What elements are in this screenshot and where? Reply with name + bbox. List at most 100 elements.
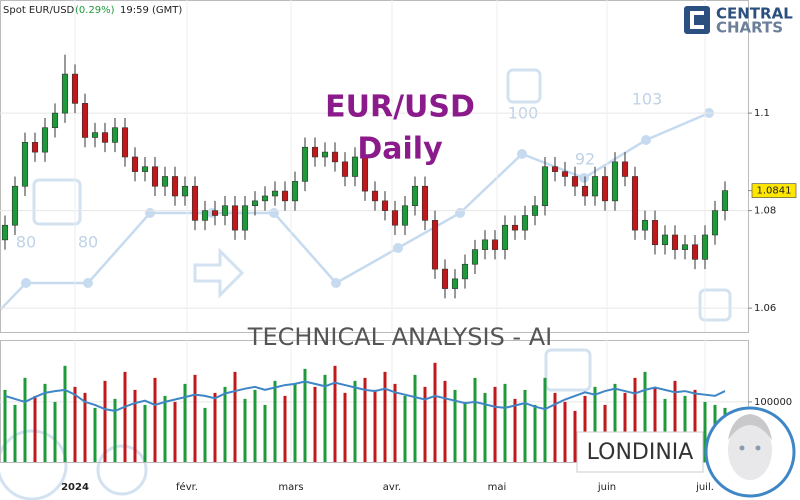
volume-average — [4, 380, 726, 412]
volume-bar — [173, 401, 177, 462]
volume-bar — [483, 392, 487, 462]
volume-bar — [423, 386, 427, 462]
brand-logo — [684, 6, 710, 34]
candle-body — [521, 215, 529, 231]
partner-name: LONDINIA — [587, 440, 694, 465]
candle-body — [41, 127, 49, 153]
candle-body — [491, 239, 499, 250]
volume-bar — [393, 383, 397, 462]
candle-body — [301, 146, 309, 182]
candle-body — [411, 185, 419, 207]
volume-bar — [613, 383, 617, 462]
candle-body — [131, 156, 139, 172]
candle-body — [331, 151, 339, 163]
candle-body — [481, 239, 489, 250]
volume-bar — [533, 404, 537, 462]
watermark-title: EUR/USD — [325, 90, 475, 125]
volume-bar — [663, 398, 667, 462]
candle-body — [31, 142, 39, 153]
volume-bar — [93, 407, 97, 462]
candle-body — [531, 205, 539, 216]
volume-bar — [243, 398, 247, 462]
volume-bar — [643, 371, 647, 462]
volume-bar — [433, 362, 437, 462]
candle-body — [241, 205, 249, 231]
candle-body — [151, 166, 159, 187]
candle-body — [431, 220, 439, 270]
candle-body — [721, 190, 729, 211]
candle-body — [511, 224, 519, 231]
candle-body — [701, 234, 709, 260]
candle-body — [651, 220, 659, 246]
volume-bar — [43, 383, 47, 462]
candle-body — [361, 156, 369, 192]
candle-body — [191, 185, 199, 221]
candle-body — [171, 176, 179, 197]
candle-body — [21, 142, 29, 187]
candle-body — [611, 161, 619, 202]
candle-body — [441, 268, 449, 289]
volume-bar — [573, 410, 577, 462]
x-tick-label: mai — [488, 482, 507, 493]
candle-body — [251, 200, 259, 207]
candle-body — [231, 205, 239, 231]
volume-bar — [83, 392, 87, 462]
y-tick-label: 1.06 — [754, 303, 776, 314]
x-tick-label: avr. — [383, 482, 401, 493]
last-price-box — [751, 183, 797, 198]
volume-bar — [233, 371, 237, 462]
candle-body — [601, 176, 609, 202]
candle-body — [71, 73, 79, 104]
candle-body — [691, 244, 699, 260]
candle-body — [111, 127, 119, 143]
candle-body — [551, 166, 559, 172]
candle-body — [101, 132, 109, 143]
candle-body — [401, 205, 409, 226]
volume-bar — [453, 389, 457, 462]
candle-body — [671, 234, 679, 250]
volume-bar — [253, 389, 257, 462]
x-tick-label: juin — [597, 482, 616, 493]
candle-body — [281, 190, 289, 202]
candle-body — [661, 234, 669, 246]
candle-body — [11, 185, 19, 226]
volume-bar — [203, 407, 207, 462]
candle-body — [641, 220, 649, 231]
candle-body — [121, 127, 129, 158]
candle-body — [201, 210, 209, 221]
candle-body — [261, 195, 269, 202]
candle-body — [321, 151, 329, 158]
volume-bar — [193, 374, 197, 462]
volume-bar — [163, 395, 167, 462]
volume-bar — [63, 365, 67, 462]
volume-bar — [503, 383, 507, 462]
volume-bar — [363, 377, 367, 462]
volume-bar — [593, 386, 597, 462]
candle-body — [461, 263, 469, 280]
volume-bar — [703, 401, 707, 462]
x-tick-label: juil. — [695, 482, 714, 493]
watermark-banner: TECHNICAL ANALYSIS - AI — [247, 323, 552, 351]
candle-body — [161, 176, 169, 187]
volume-bar — [443, 380, 447, 462]
price-panel — [0, 0, 749, 333]
volume-bar — [263, 404, 267, 462]
volume-bar — [463, 401, 467, 462]
symbol: Spot EUR/USD — [3, 5, 75, 16]
change: (0.29%) — [75, 5, 115, 16]
volume-bar — [513, 398, 517, 462]
candle-body — [631, 176, 639, 231]
volume-bar — [333, 365, 337, 462]
volume-bar — [563, 401, 567, 462]
volume-bar — [493, 386, 497, 462]
candle-body — [341, 161, 349, 177]
brand-line2: CHARTS — [716, 19, 783, 37]
watermark-score: 80 — [16, 233, 36, 252]
volume-bar — [403, 395, 407, 462]
volume-bar — [113, 398, 117, 462]
candle-body — [51, 112, 59, 129]
volume-bar — [283, 395, 287, 462]
y-tick-label: 100000 — [754, 397, 792, 408]
